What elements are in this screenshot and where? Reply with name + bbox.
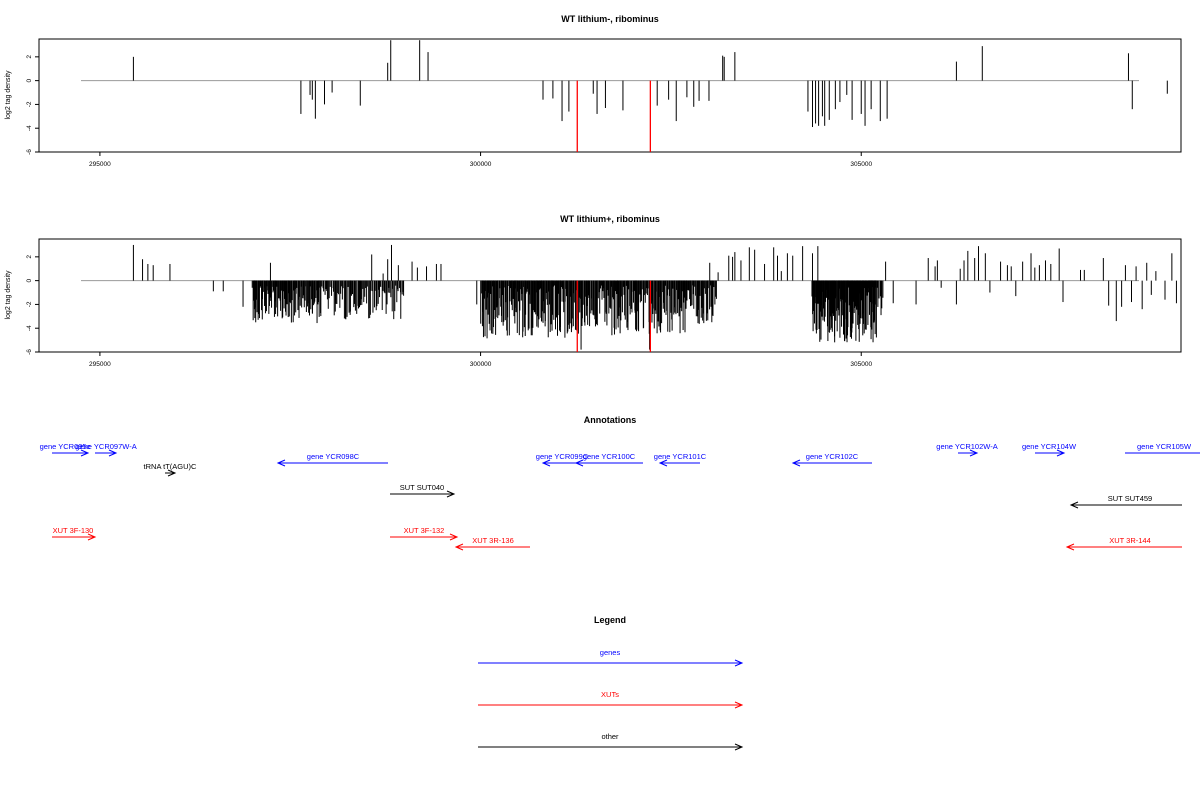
legend-arrow-head bbox=[734, 743, 744, 751]
y-tick-label: -4 bbox=[26, 125, 33, 131]
annotation-feature: gene YCR097W-A bbox=[75, 442, 137, 457]
x-tick-label: 305000 bbox=[850, 361, 872, 368]
feature-label: gene YCR104W bbox=[1022, 442, 1077, 451]
feature-arrow-head bbox=[1056, 449, 1066, 457]
x-tick-label: 295000 bbox=[89, 161, 111, 168]
y-tick-label: -2 bbox=[26, 101, 33, 107]
feature-label: gene YCR101C bbox=[654, 452, 707, 461]
annotation-feature: gene YCR100C bbox=[574, 452, 643, 467]
annotation-feature: gene YCR105W bbox=[1125, 442, 1200, 454]
annotation-feature: tRNA tT(AGU)C bbox=[144, 462, 198, 477]
legend-arrow-head bbox=[734, 701, 744, 709]
y-tick-label: 0 bbox=[26, 78, 33, 82]
x-tick-label: 300000 bbox=[470, 161, 492, 168]
legend-label: genes bbox=[600, 648, 621, 657]
x-tick-label: 305000 bbox=[850, 161, 872, 168]
annotation-feature: XUT 3F-132 bbox=[390, 526, 459, 541]
legend-entries: genes XUTs other bbox=[478, 648, 744, 751]
y-tick-label: -4 bbox=[26, 325, 33, 331]
series-marks: 295000 300000 305000 2 0 -2 -4 -6 bbox=[26, 244, 1177, 368]
y-tick-label: -6 bbox=[26, 149, 33, 155]
y-tick-label: 2 bbox=[26, 255, 33, 259]
feature-label: gene YCR098C bbox=[307, 452, 360, 461]
feature-label: XUT 3R-144 bbox=[1109, 536, 1151, 545]
annotation-feature: SUT SUT040 bbox=[390, 483, 456, 498]
feature-label: gene YCR102W-A bbox=[936, 442, 997, 451]
feature-arrow-head bbox=[449, 533, 459, 541]
feature-arrow-head bbox=[87, 533, 97, 541]
feature-arrow-head bbox=[791, 459, 801, 467]
feature-label: SUT SUT040 bbox=[400, 483, 444, 492]
y-tick-label: 0 bbox=[26, 278, 33, 282]
x-tick-label: 300000 bbox=[470, 361, 492, 368]
track-title: WT lithium+, ribominus bbox=[560, 214, 660, 224]
feature-label: XUT 3F-132 bbox=[404, 526, 445, 535]
feature-arrow-head bbox=[108, 449, 118, 457]
annotation-feature: gene YCR095c bbox=[40, 442, 91, 457]
feature-label: SUT SUT459 bbox=[1108, 494, 1152, 503]
annotation-feature: gene YCR098C bbox=[276, 452, 388, 467]
plot-frame bbox=[38, 38, 1182, 153]
track-panel-lithium-minus: WT lithium-, ribominus log2 tag density … bbox=[5, 14, 1182, 168]
annotation-feature: XUT 3R-144 bbox=[1065, 536, 1182, 551]
annotation-feature: gene YCR104W bbox=[1022, 442, 1077, 457]
feature-label: XUT 3R-136 bbox=[472, 536, 514, 545]
feature-label: XUT 3F-130 bbox=[53, 526, 94, 535]
y-tick-label: 2 bbox=[26, 55, 33, 59]
annotation-feature: SUT SUT459 bbox=[1069, 494, 1182, 509]
feature-label: gene YCR105W bbox=[1137, 442, 1192, 451]
legend-arrow-head bbox=[734, 659, 744, 667]
legend-entry-other: other bbox=[478, 732, 744, 751]
feature-arrow-head bbox=[446, 490, 456, 498]
feature-arrow-head bbox=[276, 459, 286, 467]
feature-label: gene YCR100C bbox=[583, 452, 636, 461]
y-axis-label: log2 tag density bbox=[5, 270, 12, 320]
legend-panel: Legend genes XUTs other bbox=[478, 615, 744, 751]
annotations-title: Annotations bbox=[584, 415, 637, 425]
annotation-feature: gene YCR101C bbox=[654, 452, 707, 467]
track-title: WT lithium-, ribominus bbox=[561, 14, 659, 24]
track-panel-lithium-plus: WT lithium+, ribominus log2 tag density … bbox=[5, 214, 1182, 368]
feature-label: gene YCR095c bbox=[40, 442, 91, 451]
feature-arrow-head bbox=[658, 459, 668, 467]
feature-label: gene YCR102C bbox=[806, 452, 859, 461]
legend-label: other bbox=[601, 732, 619, 741]
annotation-feature: gene YCR102C bbox=[791, 452, 872, 467]
feature-arrow-head bbox=[574, 459, 584, 467]
plot-frame bbox=[38, 238, 1182, 353]
annotation-feature: gene YCR102W-A bbox=[936, 442, 998, 457]
y-tick-label: -2 bbox=[26, 301, 33, 307]
annotation-feature: XUT 3R-136 bbox=[454, 536, 530, 551]
feature-label: gene YCR099C bbox=[536, 452, 589, 461]
feature-arrow-head bbox=[454, 543, 464, 551]
annotation-feature: XUT 3F-130 bbox=[52, 526, 97, 541]
x-tick-label: 295000 bbox=[89, 361, 111, 368]
feature-arrow-head bbox=[541, 459, 551, 467]
feature-label: gene YCR097W-A bbox=[75, 442, 136, 451]
feature-arrow-head bbox=[1065, 543, 1075, 551]
feature-label: tRNA tT(AGU)C bbox=[144, 462, 198, 471]
legend-title: Legend bbox=[594, 615, 626, 625]
series-marks: 295000 300000 305000 2 0 -2 -4 -6 bbox=[26, 40, 1168, 168]
legend-entry-gene: genes bbox=[478, 648, 744, 667]
feature-arrow-head bbox=[1069, 501, 1079, 509]
feature-arrow-head bbox=[167, 469, 177, 477]
feature-arrow-head bbox=[80, 449, 90, 457]
legend-label: XUTs bbox=[601, 690, 619, 699]
feature-arrow-head bbox=[969, 449, 979, 457]
legend-entry-xut: XUTs bbox=[478, 690, 744, 709]
y-tick-label: -6 bbox=[26, 349, 33, 355]
y-axis-label: log2 tag density bbox=[5, 70, 12, 120]
